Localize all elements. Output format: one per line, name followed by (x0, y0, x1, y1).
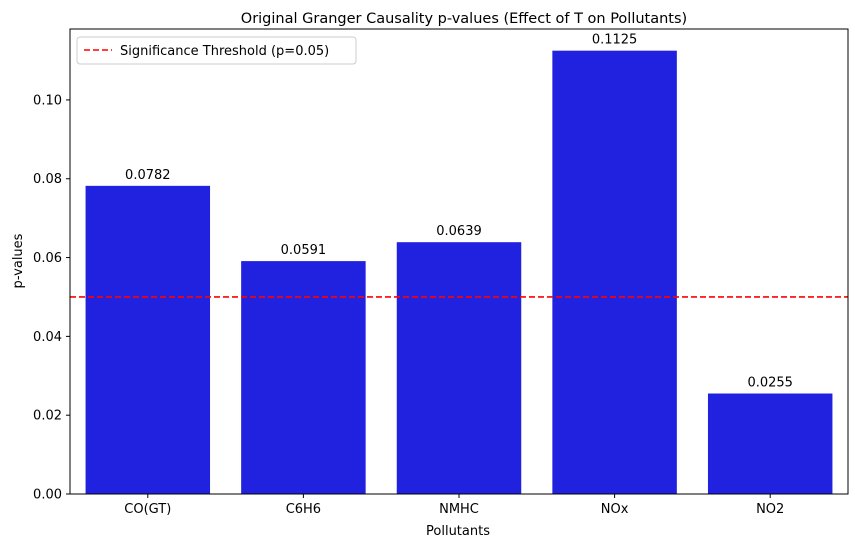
y-tick-label-1: 0.02 (33, 409, 62, 424)
chart-title: Original Granger Causality p-values (Eff… (241, 11, 687, 27)
y-tick-label-0: 0.00 (33, 488, 62, 503)
x-tick-label-3: NOx (601, 502, 629, 517)
bar-4 (707, 393, 833, 494)
bar-value-label-3: 0.1125 (592, 33, 638, 48)
x-tick-label-2: NMHC (439, 502, 479, 517)
y-tick-label-3: 0.06 (33, 251, 62, 266)
bar-value-label-0: 0.0782 (125, 168, 171, 183)
legend: Significance Threshold (p=0.05) (76, 36, 357, 65)
y-axis-label: p-values (11, 233, 26, 288)
data-labels-group: 0.0782 0.0591 0.0639 0.1125 0.0255 (125, 33, 793, 391)
y-tick-label-4: 0.08 (33, 172, 62, 187)
x-tick-label-4: NO2 (756, 502, 784, 517)
bar-0 (85, 185, 211, 494)
y-tick-label-5: 0.10 (33, 93, 62, 108)
bar-value-label-2: 0.0639 (436, 224, 482, 239)
x-tick-label-0: CO(GT) (124, 502, 171, 517)
y-axis: 0.00 0.02 0.04 0.06 0.08 0.10 (33, 93, 70, 503)
x-axis-label: Pollutants (426, 524, 490, 539)
bar-1 (241, 261, 366, 494)
bars-group (85, 50, 833, 494)
legend-box (76, 36, 357, 65)
bar-value-label-1: 0.0591 (281, 243, 327, 258)
legend-threshold-label: Significance Threshold (p=0.05) (120, 44, 329, 59)
x-tick-label-1: C6H6 (286, 502, 321, 517)
y-tick-label-2: 0.04 (33, 330, 62, 345)
x-axis: CO(GT) C6H6 NMHC NOx NO2 (124, 494, 784, 517)
bar-2 (396, 242, 522, 494)
bar-value-label-4: 0.0255 (747, 376, 793, 391)
bar-3 (552, 50, 677, 494)
